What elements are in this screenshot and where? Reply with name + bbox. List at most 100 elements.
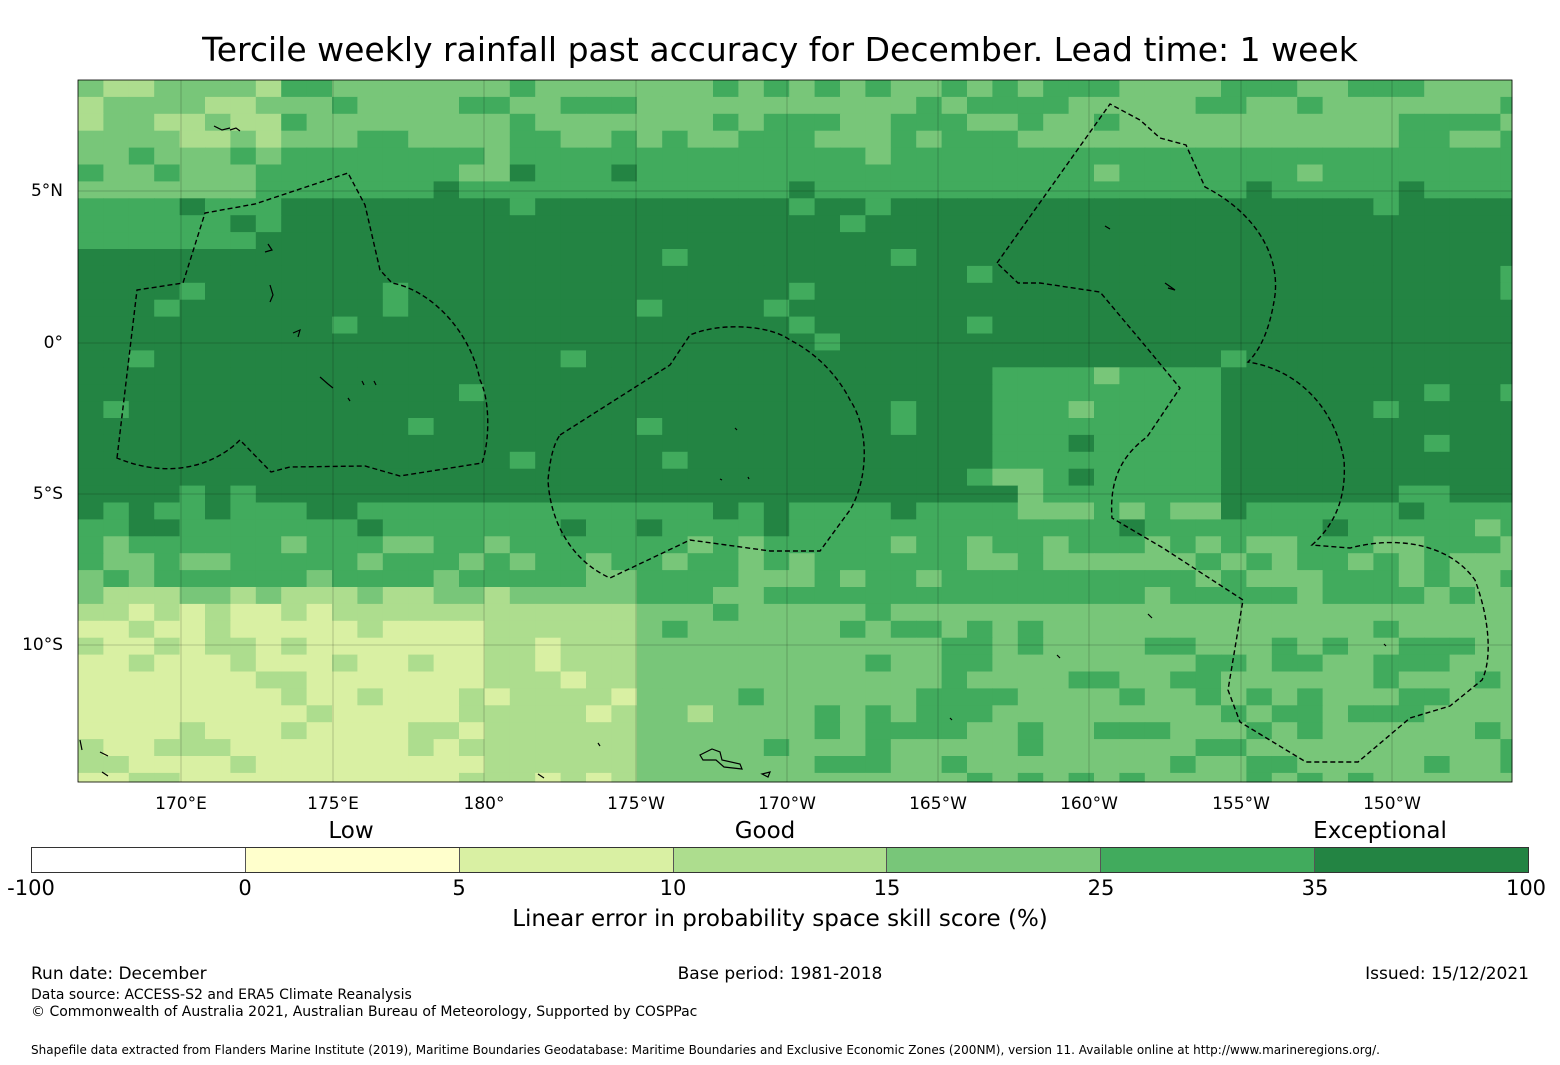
skill-cell bbox=[1297, 232, 1324, 250]
skill-cell bbox=[1246, 434, 1273, 453]
skill-cell bbox=[382, 299, 409, 318]
skill-cell bbox=[1043, 418, 1070, 436]
skill-cell bbox=[814, 587, 841, 605]
skill-cell bbox=[433, 316, 460, 334]
skill-cell bbox=[1297, 265, 1324, 284]
skill-cell bbox=[586, 688, 612, 706]
skill-cell bbox=[560, 164, 587, 182]
skill-cell bbox=[306, 181, 333, 199]
skill-cell bbox=[1449, 502, 1476, 520]
skill-cell bbox=[789, 485, 816, 503]
skill-cell bbox=[1449, 620, 1476, 639]
skill-cell bbox=[459, 637, 485, 656]
skill-cell bbox=[636, 519, 663, 537]
skill-cell bbox=[865, 384, 892, 402]
skill-cell bbox=[814, 637, 841, 656]
skill-cell bbox=[1322, 198, 1349, 216]
skill-cell bbox=[941, 502, 968, 520]
colorbar bbox=[31, 847, 1529, 873]
skill-cell bbox=[1144, 232, 1171, 250]
skill-cell bbox=[1017, 249, 1044, 267]
skill-cell bbox=[687, 299, 714, 318]
skill-cell bbox=[967, 451, 993, 470]
skill-cell bbox=[840, 198, 866, 216]
skill-cell bbox=[509, 502, 536, 520]
skill-cell bbox=[1271, 198, 1298, 216]
skill-cell bbox=[789, 772, 816, 783]
skill-cell bbox=[1221, 299, 1247, 318]
skill-cell bbox=[357, 502, 384, 520]
skill-cell bbox=[763, 96, 790, 115]
skill-cell bbox=[865, 113, 892, 132]
skill-cell bbox=[814, 739, 841, 757]
skill-cell bbox=[1475, 553, 1501, 571]
skill-cell bbox=[992, 299, 1019, 318]
skill-cell bbox=[1398, 519, 1425, 537]
skill-cell bbox=[1500, 350, 1513, 368]
skill-cell bbox=[357, 772, 384, 783]
skill-cell bbox=[789, 451, 816, 470]
skill-cell bbox=[306, 603, 333, 622]
skill-cell bbox=[1500, 265, 1513, 284]
skill-cell bbox=[1195, 113, 1222, 132]
skill-cell bbox=[1475, 198, 1501, 216]
skill-cell bbox=[1373, 130, 1400, 149]
skill-cell bbox=[814, 232, 841, 250]
skill-cell bbox=[1195, 130, 1222, 149]
skill-cell bbox=[535, 181, 562, 199]
skill-cell bbox=[992, 502, 1019, 520]
skill-cell bbox=[586, 434, 612, 453]
skill-cell bbox=[1271, 705, 1298, 723]
skill-cell bbox=[1271, 96, 1298, 115]
skill-cell bbox=[840, 249, 866, 267]
skill-cell bbox=[154, 401, 181, 419]
skill-cell bbox=[1373, 705, 1400, 723]
skill-cell bbox=[154, 164, 181, 182]
skill-cell bbox=[738, 772, 765, 783]
skill-cell bbox=[636, 434, 663, 453]
skill-cell bbox=[230, 570, 257, 588]
skill-cell bbox=[154, 113, 181, 132]
skill-cell bbox=[332, 519, 358, 537]
skill-cell bbox=[459, 265, 485, 284]
skill-cell bbox=[967, 705, 993, 723]
skill-cell bbox=[408, 130, 435, 149]
skill-cell bbox=[789, 130, 816, 149]
skill-cell bbox=[814, 756, 841, 774]
skill-cell bbox=[128, 553, 155, 571]
skill-cell bbox=[281, 739, 308, 757]
skill-cell bbox=[1170, 181, 1197, 199]
skill-cell bbox=[1246, 80, 1273, 98]
skill-cell bbox=[408, 316, 435, 334]
skill-cell bbox=[1144, 113, 1171, 132]
skill-cell bbox=[154, 198, 181, 216]
skill-cell bbox=[1500, 570, 1513, 588]
skill-cell bbox=[840, 654, 866, 672]
skill-cell bbox=[636, 232, 663, 250]
skill-cell bbox=[205, 96, 231, 115]
skill-cell bbox=[586, 671, 612, 689]
skill-cell bbox=[662, 536, 689, 554]
skill-cell bbox=[636, 333, 663, 351]
skill-cell bbox=[1348, 333, 1374, 351]
skill-cell bbox=[154, 519, 181, 537]
skill-cell bbox=[408, 384, 435, 402]
skill-cell bbox=[1500, 756, 1513, 774]
skill-cell bbox=[535, 316, 562, 334]
skill-cell bbox=[814, 80, 841, 98]
graticule bbox=[78, 80, 1512, 782]
skill-cell bbox=[205, 671, 231, 689]
base-period: Base period: 1981-2018 bbox=[677, 964, 883, 984]
skill-cell bbox=[255, 772, 282, 783]
skill-cell bbox=[408, 739, 435, 757]
skill-cell bbox=[662, 671, 689, 689]
skill-cell bbox=[814, 418, 841, 436]
skill-cell bbox=[154, 654, 181, 672]
skill-cell bbox=[179, 772, 206, 783]
skill-cell bbox=[1221, 553, 1247, 571]
skill-cell bbox=[687, 536, 714, 554]
skill-cell bbox=[103, 350, 130, 368]
skill-cell bbox=[357, 215, 384, 233]
skill-cell bbox=[103, 587, 130, 605]
lon-label-150w: 150°W bbox=[1363, 794, 1421, 814]
